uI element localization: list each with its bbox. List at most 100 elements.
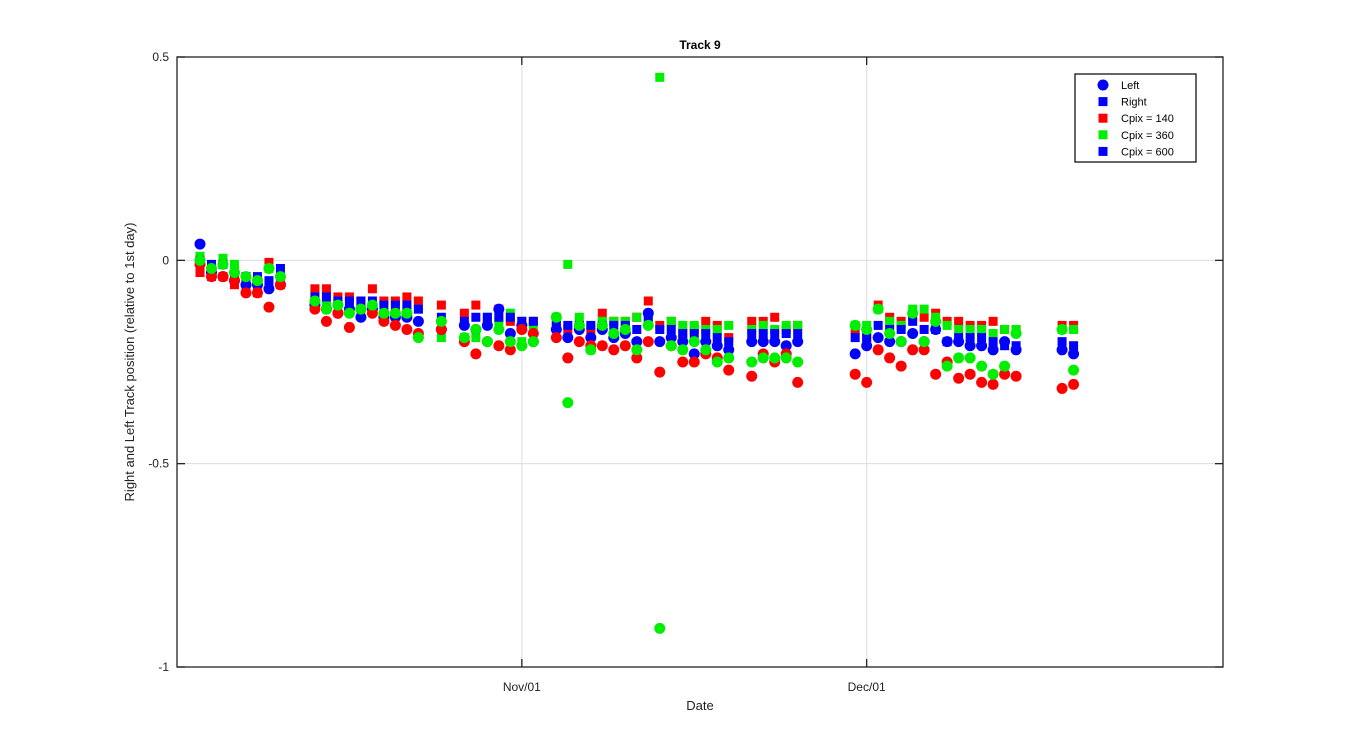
square-marker [747,329,757,339]
circle-marker [493,323,505,335]
square-marker [632,324,642,334]
circle-marker [987,344,999,356]
circle-marker [964,368,976,380]
circle-marker [320,303,332,315]
circle-marker [228,267,240,279]
circle-marker [976,376,988,388]
legend-entry-label: Right [1121,97,1147,109]
circle-marker [343,307,355,319]
circle-marker [631,352,643,364]
circle-marker [780,340,792,352]
circle-marker [861,340,873,352]
circle-marker [366,299,378,311]
circle-marker [240,271,252,283]
plot-area-frame [176,56,1224,668]
circle-marker [263,283,275,295]
square-marker [689,329,699,339]
square-marker [954,324,964,334]
square-marker [436,333,446,343]
x-tick-label: Nov/01 [503,680,541,694]
axis-ticks: 0.5 0 -0.5 -1 Nov/01 Dec/01 [148,50,1223,694]
circle-marker [481,319,493,331]
square-marker [712,324,722,334]
circle-marker [964,340,976,352]
circle-marker [861,376,873,388]
circle-marker [665,332,677,344]
circle-marker [562,352,574,364]
circle-marker [355,311,367,323]
circle-marker [665,340,677,352]
circle-marker [596,340,608,352]
circle-marker [228,275,240,287]
circle-marker [550,332,562,344]
square-marker [885,316,895,326]
square-marker [390,300,400,310]
circle-marker [999,368,1011,380]
circle-marker [573,336,585,348]
square-marker [712,333,722,343]
circle-marker [274,279,286,291]
square-marker [655,324,665,334]
circle-marker [263,262,275,274]
circle-marker [205,271,217,283]
legend-entry-label: Left [1121,80,1139,92]
square-marker [471,300,481,310]
circle-marker [792,376,804,388]
circle-marker [930,368,942,380]
square-marker [402,292,412,302]
circle-marker [1010,344,1022,356]
square-marker [862,333,872,343]
y-tick-label: -1 [158,660,169,674]
circle-marker [964,352,976,364]
circle-marker [711,356,723,368]
circle-marker [274,271,286,283]
data-points [194,72,1080,634]
circle-marker [918,336,930,348]
circle-marker [872,344,884,356]
square-marker [275,263,285,273]
circle-marker [953,372,965,384]
legend-marker [1097,79,1109,91]
circle-marker [677,344,689,356]
circle-marker [688,356,700,368]
square-marker [689,320,699,330]
circle-marker [654,336,666,348]
circle-marker [332,299,344,311]
circle-marker [677,336,689,348]
square-marker [977,324,987,334]
circle-marker [757,336,769,348]
square-marker [793,329,803,339]
circle-marker [470,348,482,360]
circle-marker [194,254,206,266]
circle-marker [516,323,528,335]
circle-marker [723,364,735,376]
circle-marker [884,352,896,364]
square-marker [195,268,205,278]
circle-marker [872,332,884,344]
square-marker [781,320,791,330]
circle-marker [1056,382,1068,394]
circle-marker [527,328,539,340]
square-marker [229,259,239,269]
square-marker [471,333,481,343]
square-marker [988,337,998,347]
legend-marker [1098,113,1108,123]
circle-marker [217,271,229,283]
square-marker [632,312,642,322]
square-marker [988,329,998,339]
circle-marker [849,348,861,360]
circle-marker [550,323,562,335]
circle-marker [895,360,907,372]
circle-marker [930,315,942,327]
circle-marker [516,340,528,352]
circle-marker [401,307,413,319]
circle-marker [711,340,723,352]
circle-marker [941,360,953,372]
circle-marker [953,336,965,348]
circle-marker [688,348,700,360]
square-marker [321,284,331,294]
square-marker [586,320,596,330]
square-marker [505,312,515,322]
circle-marker [688,336,700,348]
square-marker [413,304,423,314]
